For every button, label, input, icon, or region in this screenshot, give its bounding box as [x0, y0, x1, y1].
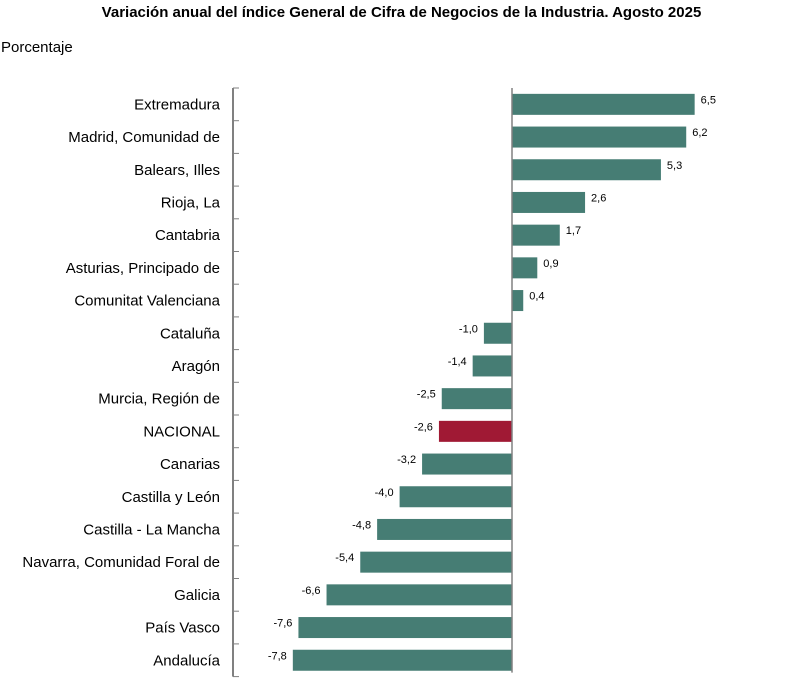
bar — [512, 191, 586, 213]
bar — [512, 93, 695, 115]
category-label: Castilla - La Mancha — [83, 521, 220, 538]
category-label: Murcia, Región de — [98, 391, 220, 408]
category-label: NACIONAL — [143, 423, 220, 440]
y-axis-label: Porcentaje — [1, 39, 73, 56]
data-label: 2,6 — [591, 192, 606, 204]
category-label: Extremadura — [134, 96, 221, 113]
bar — [441, 388, 512, 410]
data-label: -7,8 — [268, 650, 287, 662]
bar — [422, 453, 512, 475]
data-label: -1,0 — [459, 323, 478, 335]
bar — [472, 355, 512, 377]
data-label: -4,0 — [375, 487, 394, 499]
bar — [438, 420, 512, 442]
data-label: 6,2 — [692, 127, 707, 139]
bar — [512, 159, 661, 181]
data-label: -4,8 — [352, 519, 371, 531]
bar — [512, 126, 687, 148]
data-label: -7,6 — [273, 618, 292, 630]
category-label: Andalucía — [153, 652, 220, 669]
category-label: Castilla y León — [122, 489, 220, 506]
category-label: Navarra, Comunidad Foral de — [22, 554, 220, 571]
category-label: Cataluña — [160, 325, 221, 342]
category-label: Canarias — [160, 456, 220, 473]
category-label: Aragón — [172, 358, 220, 375]
bar — [298, 617, 512, 639]
category-label: Comunitat Valenciana — [74, 293, 220, 310]
bar — [360, 551, 512, 573]
bar — [512, 224, 560, 246]
data-label: -2,6 — [414, 421, 433, 433]
category-label: Cantabria — [155, 227, 221, 244]
data-label: -1,4 — [448, 356, 467, 368]
data-label: 6,5 — [701, 94, 716, 106]
category-label: Asturias, Principado de — [66, 260, 220, 277]
chart-title: Variación anual del índice General de Ci… — [101, 4, 702, 21]
bar — [377, 518, 512, 540]
bar — [512, 257, 538, 279]
bar — [483, 322, 512, 344]
bar — [326, 584, 512, 606]
data-label: 0,4 — [529, 291, 544, 303]
data-label: -5,4 — [335, 552, 354, 564]
data-label: 5,3 — [667, 160, 682, 172]
category-label: Rioja, La — [161, 194, 221, 211]
data-label: -2,5 — [417, 389, 436, 401]
data-label: 1,7 — [566, 225, 581, 237]
data-label: -3,2 — [397, 454, 416, 466]
data-label: -6,6 — [302, 585, 321, 597]
bar — [399, 486, 512, 508]
data-label: 0,9 — [543, 258, 558, 270]
category-label: País Vasco — [145, 620, 220, 637]
bar — [512, 290, 524, 312]
category-label: Balears, Illes — [134, 162, 220, 179]
category-label: Galicia — [174, 587, 221, 604]
bar — [292, 649, 512, 671]
category-label: Madrid, Comunidad de — [68, 129, 220, 146]
